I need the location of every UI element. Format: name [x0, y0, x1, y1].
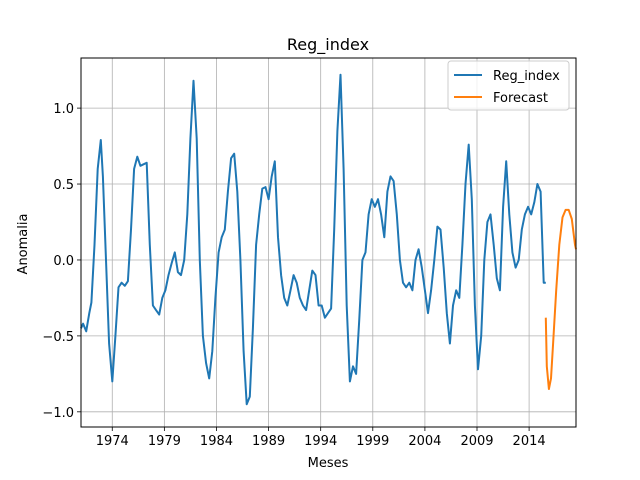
x-tick-label: 2009: [460, 434, 493, 449]
chart-title: Reg_index: [287, 35, 369, 55]
y-tick-label: 0.5: [53, 178, 74, 193]
series-line-reg-index: [80, 73, 546, 406]
y-tick-label: −1.0: [42, 406, 74, 421]
y-axis-label: Anomalia: [16, 214, 31, 275]
grid-lines: [81, 58, 576, 427]
x-tick-label: 1984: [200, 434, 233, 449]
x-tick-label: 2014: [513, 434, 546, 449]
x-tick-label: 1974: [96, 434, 129, 449]
y-axis-ticks: −1.0 −0.5 0.0 0.5 1.0: [42, 102, 81, 421]
axes-frame: [80, 57, 577, 428]
x-tick-label: 1989: [252, 434, 285, 449]
x-tick-label: 1999: [356, 434, 389, 449]
x-tick-label: 2004: [408, 434, 441, 449]
series-lines: [80, 73, 577, 406]
x-axis-ticks: 1974 1979 1984 1989 1994 1999 2004 2009 2014: [96, 427, 546, 449]
y-tick-label: 1.0: [53, 102, 74, 117]
x-tick-label: 1979: [148, 434, 181, 449]
x-tick-label: 1994: [304, 434, 337, 449]
y-tick-label: −0.5: [42, 330, 74, 345]
series-line-forecast: [544, 208, 577, 390]
legend: Reg_index Forecast: [447, 60, 570, 111]
legend-label-reg-index: Reg_index: [493, 69, 560, 84]
y-tick-label: 0.0: [53, 254, 74, 269]
x-axis-label: Meses: [308, 456, 349, 471]
legend-label-forecast: Forecast: [493, 91, 548, 106]
